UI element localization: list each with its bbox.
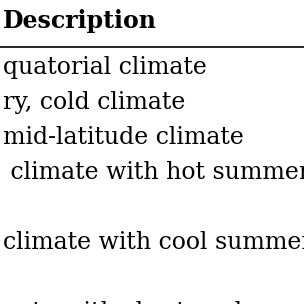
Text: nate with short cool sumr: nate with short cool sumr bbox=[3, 301, 304, 304]
Text: quatorial climate: quatorial climate bbox=[3, 56, 207, 79]
Text: mid-latitude climate: mid-latitude climate bbox=[3, 126, 244, 149]
Text: Description: Description bbox=[3, 9, 157, 33]
Text: climate with cool summer: climate with cool summer bbox=[3, 231, 304, 254]
Text: climate with hot summer: climate with hot summer bbox=[3, 161, 304, 184]
Text: ry, cold climate: ry, cold climate bbox=[3, 91, 185, 114]
